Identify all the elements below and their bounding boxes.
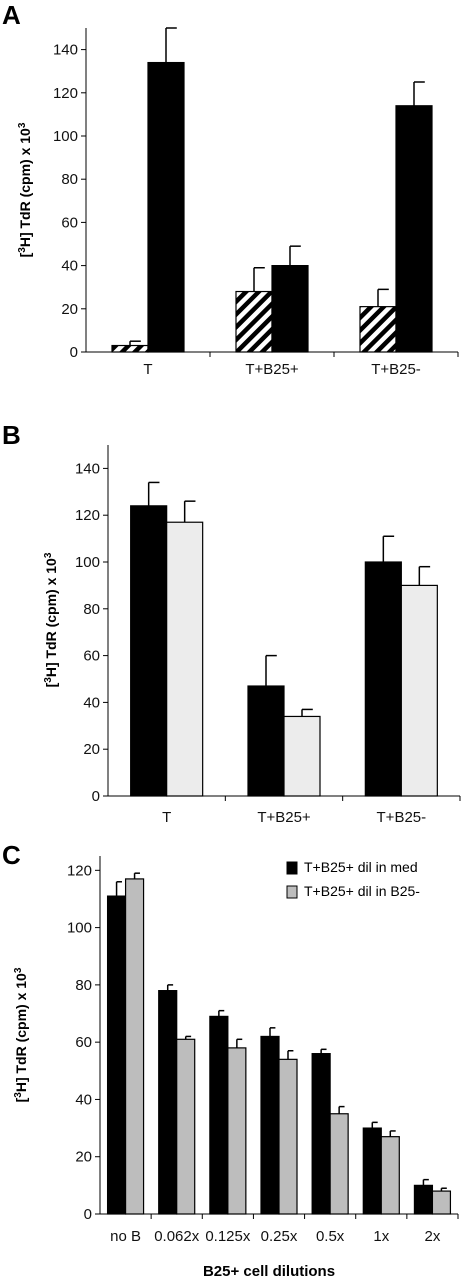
bar [278, 1058, 298, 1215]
y-tick-label: 100 [67, 920, 92, 937]
bar [260, 1035, 280, 1215]
bar [283, 715, 321, 797]
x-tick-label: T+B25+ [245, 361, 299, 378]
legend-label: T+B25+ dil in B25- [304, 883, 420, 899]
bar [247, 685, 285, 797]
bar [329, 1113, 349, 1215]
bar [271, 265, 309, 353]
x-tick-label: T+B25+ [257, 809, 311, 826]
x-tick-label: 0.5x [316, 1228, 345, 1245]
y-tick-label: 60 [83, 648, 100, 665]
y-tick-label: 20 [75, 1149, 92, 1166]
y-axis-label: [3H] TdR (cpm) x 103 [17, 122, 34, 257]
bar [364, 561, 402, 797]
bar [158, 990, 178, 1215]
bar [176, 1038, 196, 1215]
y-tick-label: 80 [83, 601, 100, 618]
x-tick-label: 0.25x [261, 1228, 298, 1245]
x-tick-label: T [162, 809, 171, 826]
y-tick-label: 40 [61, 258, 78, 275]
y-tick-label: 60 [75, 1034, 92, 1051]
panel-a-chart: 0 20 40 60 80 100 120 140 [3H] TdR (cpm) x 103 T T… [17, 27, 459, 378]
legend-swatch [286, 885, 298, 899]
panel-b-chart: 0 20 40 60 80 100 120 140 [3H] TdR (cpm) x 103 T T… [43, 445, 461, 826]
y-tick-label: 20 [61, 301, 78, 318]
y-tick-label: 20 [83, 741, 100, 758]
bar [235, 290, 273, 353]
y-axis-label: [3H] TdR (cpm) x 103 [13, 967, 30, 1102]
y-tick-label: 140 [75, 460, 100, 477]
legend-swatch [286, 861, 298, 875]
x-tick-label: 0.125x [205, 1228, 251, 1245]
x-tick-label: 2x [425, 1228, 441, 1245]
y-tick-label: 0 [70, 344, 78, 361]
y-tick-label: 120 [53, 85, 78, 102]
bar [147, 61, 185, 353]
bar [130, 505, 168, 797]
y-tick-label: 80 [75, 977, 92, 994]
bar [166, 521, 204, 797]
y-tick-label: 40 [75, 1091, 92, 1108]
y-tick-label: 0 [84, 1206, 92, 1223]
panel-label-b: B [2, 420, 21, 450]
y-tick-label: 100 [53, 128, 78, 145]
bar [209, 1015, 229, 1215]
x-tick-label: T+B25- [371, 361, 421, 378]
panel-c-chart: 0 20 40 60 80 100 120 [3H] TdR (cpm) x 103 no B 0… [13, 856, 459, 1280]
y-tick-label: 0 [92, 788, 100, 805]
bar [124, 878, 145, 1215]
panel-label-c: C [2, 840, 21, 870]
y-tick-label: 40 [83, 694, 100, 711]
y-tick-label: 120 [67, 862, 92, 879]
bar [227, 1047, 247, 1215]
bar [431, 1190, 452, 1215]
bar [413, 1184, 434, 1215]
y-tick-label: 60 [61, 214, 78, 231]
x-tick-label: T+B25- [377, 809, 427, 826]
y-tick-label: 120 [75, 507, 100, 524]
bar [362, 1127, 382, 1215]
x-tick-label: no B [110, 1228, 141, 1245]
y-tick-label: 100 [75, 554, 100, 571]
y-axis-label: [3H] TdR (cpm) x 103 [43, 552, 60, 687]
x-axis-label: B25+ cell dilutions [203, 1263, 335, 1280]
panel-label-a: A [2, 0, 21, 30]
bar [400, 584, 438, 797]
x-tick-label: 1x [373, 1228, 389, 1245]
x-tick-label: 0.062x [154, 1228, 200, 1245]
x-tick-label: T [143, 361, 152, 378]
bar [395, 105, 433, 353]
bar [380, 1136, 400, 1215]
bar [106, 895, 127, 1215]
y-tick-label: 80 [61, 171, 78, 188]
y-tick-label: 140 [53, 42, 78, 59]
bar [359, 306, 397, 353]
bar [311, 1053, 331, 1215]
legend-label: T+B25+ dil in med [304, 859, 418, 875]
bar [111, 344, 149, 353]
